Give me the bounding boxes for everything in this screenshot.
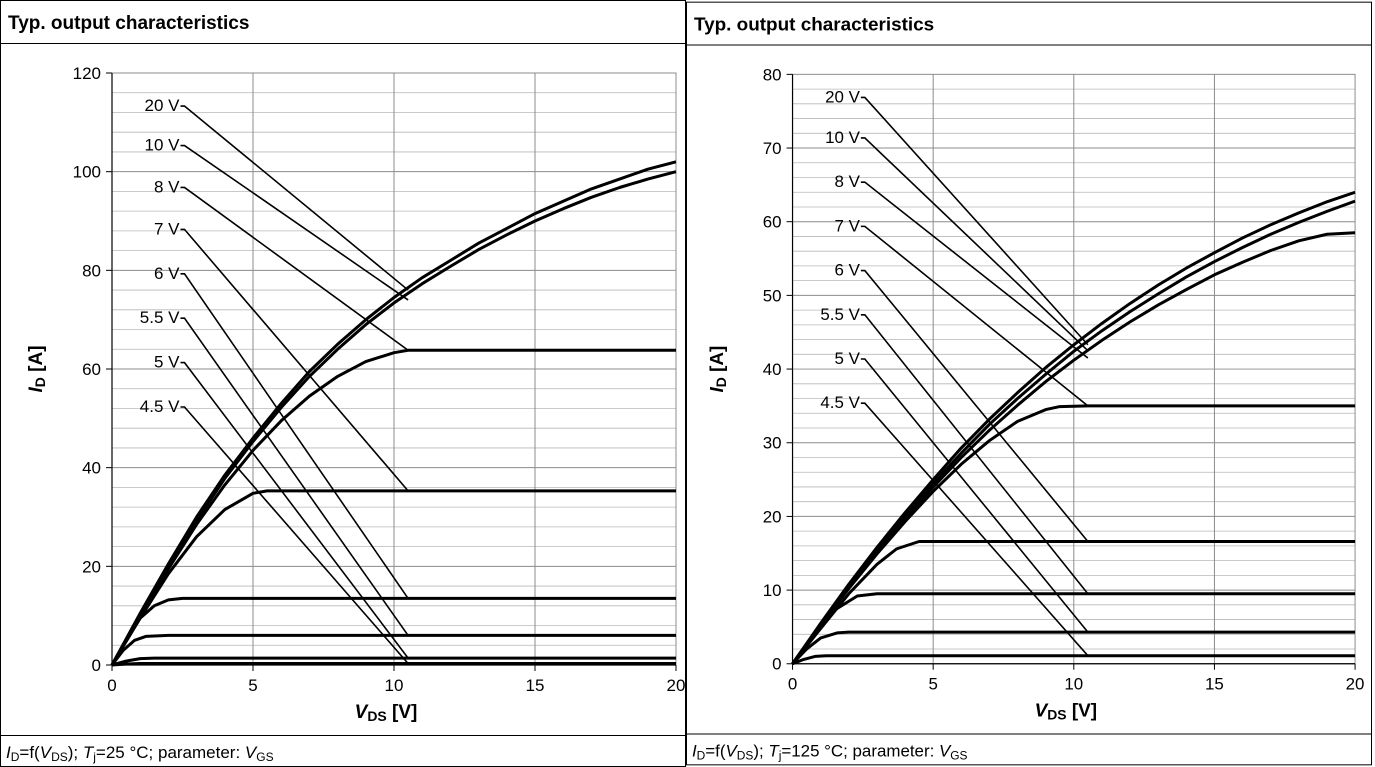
chart1-x-tick-label: 20 bbox=[1346, 675, 1365, 694]
chart1-x-tick-label: 5 bbox=[928, 675, 937, 694]
chart1-series-line-8-vv bbox=[791, 231, 1356, 665]
chart0-annotation-label: 5.5 V bbox=[140, 308, 180, 327]
chart0-annotation-label: 6 V bbox=[154, 264, 180, 283]
chart1-y-tick-label: 10 bbox=[763, 581, 782, 600]
chart0-annotation-leader bbox=[180, 361, 409, 659]
chart1-y-tick-label: 40 bbox=[763, 360, 782, 379]
chart0-annotation-label: 10 V bbox=[145, 136, 181, 155]
chart1-x-tick-label: 10 bbox=[1064, 675, 1083, 694]
chart0-annotation-label: 7 V bbox=[154, 219, 180, 238]
chart1-x-tick-label: 0 bbox=[788, 675, 797, 694]
chart1-annotation-leader bbox=[860, 225, 1089, 407]
chart0-x-tick-label: 15 bbox=[526, 676, 545, 695]
chart1-grid bbox=[792, 74, 1356, 664]
chart0-series-line-4-5-vv bbox=[111, 662, 676, 667]
chart0-series-line-10-vv bbox=[110, 170, 677, 666]
chart1-y-tick-label: 60 bbox=[763, 213, 782, 232]
chart1-y-axis-label: ID [A] bbox=[707, 346, 729, 393]
chart0-y-axis-label: ID [A] bbox=[26, 345, 48, 392]
chart1-series-line-4-5-vv bbox=[791, 654, 1356, 666]
chart1-annotation-label: 20 V bbox=[825, 87, 861, 106]
chart1-x-axis-label: VDS [V] bbox=[1035, 701, 1097, 723]
chart0-y-tick-label: 40 bbox=[82, 459, 101, 478]
chart0-x-tick-label: 5 bbox=[248, 676, 257, 695]
chart0-y-tick-label: 100 bbox=[73, 163, 101, 182]
chart0-y-tick-label: 20 bbox=[82, 557, 101, 576]
chart1-annotation-leader bbox=[860, 181, 1089, 359]
chart0-y-tick-label: 0 bbox=[92, 656, 101, 675]
chart0-annotation-label: 20 V bbox=[145, 96, 181, 115]
chart1-y-tick-label: 0 bbox=[772, 655, 781, 674]
chart0-annotation-leader bbox=[180, 228, 409, 492]
chart0-annotation-leader bbox=[180, 144, 409, 301]
chart0-x-tick-label: 0 bbox=[107, 676, 116, 695]
chart1-annotation-label: 10 V bbox=[825, 128, 861, 147]
chart1-annotation-label: 6 V bbox=[834, 261, 860, 280]
chart0-y-tick-label: 60 bbox=[82, 360, 101, 379]
chart1-annotation-label: 7 V bbox=[834, 216, 860, 235]
chart0-frame bbox=[0, 0, 686, 767]
chart1-series-line-5-5-vv bbox=[791, 592, 1356, 665]
chart1-annotation-leader bbox=[860, 314, 1089, 595]
chart0-annotation-label: 8 V bbox=[154, 177, 180, 196]
chart0-grid bbox=[112, 73, 676, 665]
chart1-series-line-7-vv bbox=[791, 404, 1356, 665]
chart1-annotation-label: 8 V bbox=[834, 172, 860, 191]
chart1-y-tick-label: 70 bbox=[763, 139, 782, 158]
chart0-series-line-20-vv bbox=[110, 160, 677, 666]
chart1-y-tick-label: 20 bbox=[763, 507, 782, 526]
chart1-series-line-5-vv bbox=[791, 630, 1356, 665]
chart0-series-line-8-vv bbox=[110, 348, 676, 666]
chart1-title: Typ. output characteristics bbox=[694, 15, 934, 36]
chart1-y-tick-label: 50 bbox=[763, 286, 782, 305]
chart1-series-line-20-vv bbox=[791, 190, 1356, 665]
chart1-annotation-leader bbox=[860, 269, 1089, 542]
chart0-x-axis-label: VDS [V] bbox=[355, 702, 418, 724]
chart0-caption: ID=f(VDS); Tj=25 °C; parameter: VGS bbox=[6, 743, 274, 764]
chart-panel-125c: Typ. output characteristics ID=f(VDS); Tj… bbox=[686, 1, 1372, 766]
chart0-annotation-leader bbox=[180, 406, 409, 665]
chart0-x-tick-label: 10 bbox=[385, 676, 404, 695]
chart1-annotation-leader bbox=[860, 402, 1089, 657]
chart0-annotation-leader bbox=[180, 105, 409, 291]
chart1-caption: ID=f(VDS); Tj=125 °C; parameter: VGS bbox=[692, 741, 968, 762]
chart1-annotation-label: 5.5 V bbox=[820, 305, 860, 324]
chart0-title: Typ. output characteristics bbox=[8, 13, 249, 34]
chart0-annotation-leader bbox=[180, 317, 409, 636]
chart1-annotation-leader bbox=[860, 96, 1089, 346]
chart0-x-tick-label: 20 bbox=[667, 676, 686, 695]
chart0-annotation-leader bbox=[180, 186, 409, 351]
chart0-y-tick-label: 80 bbox=[82, 261, 101, 280]
chart0-annotation-label: 4.5 V bbox=[140, 397, 180, 416]
chart1-series-line-10-vv bbox=[791, 199, 1356, 665]
chart0-y-tick-label: 120 bbox=[73, 64, 101, 83]
chart0-series-line-5-5-vv bbox=[110, 633, 676, 666]
chart0-annotation-label: 5 V bbox=[154, 353, 180, 372]
chart1-annotation-label: 4.5 V bbox=[820, 393, 860, 412]
chart1-y-tick-label: 80 bbox=[763, 65, 782, 84]
chart0-series-line-7-vv bbox=[110, 489, 676, 666]
chart1-annotation-label: 5 V bbox=[834, 349, 860, 368]
chart0-series-line-5-vv bbox=[111, 656, 676, 667]
chart-panel-25c: Typ. output characteristics ID=f(VDS); Tj… bbox=[0, 0, 686, 767]
chart0-series-line-6-vv bbox=[110, 596, 676, 666]
chart1-annotation-leader bbox=[860, 137, 1089, 352]
chart1-x-tick-label: 15 bbox=[1205, 675, 1224, 694]
chart1-y-tick-label: 30 bbox=[763, 434, 782, 453]
